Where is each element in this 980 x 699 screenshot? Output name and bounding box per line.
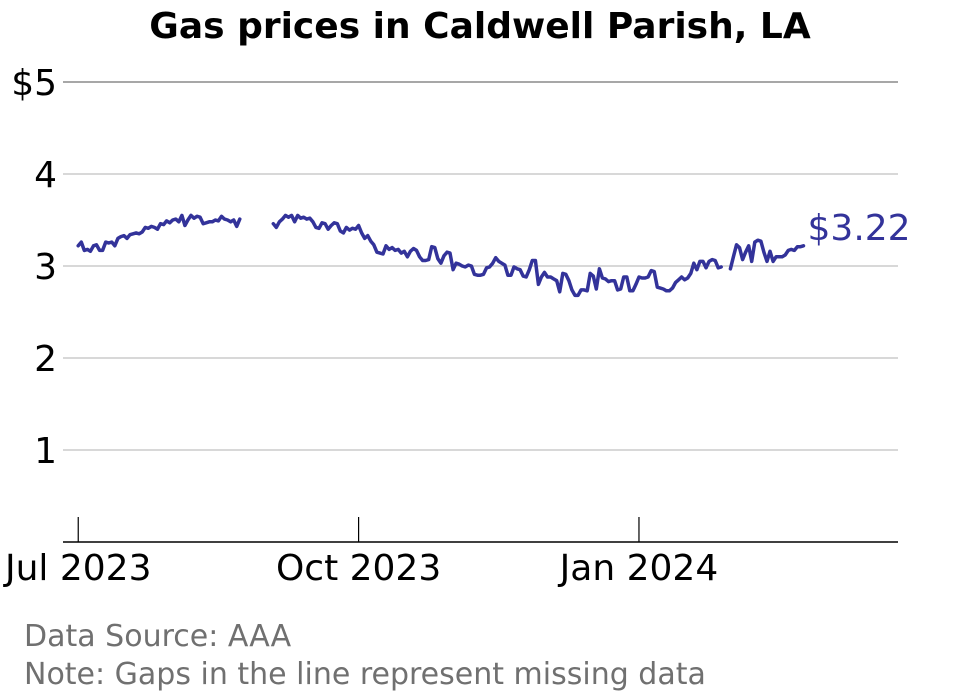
- x-tick-label: Jul 2023: [3, 548, 152, 589]
- y-tick-label: $5: [11, 63, 57, 104]
- x-tick-label: Jan 2024: [558, 548, 719, 589]
- x-tick-label: Oct 2023: [276, 548, 441, 589]
- y-axis-tick-labels: $5 4 3 2 1: [11, 63, 57, 472]
- y-tick-label: 3: [34, 247, 57, 288]
- x-axis: Jul 2023 Oct 2023 Jan 2024: [3, 517, 898, 589]
- series-line-segment: [728, 238, 806, 271]
- y-tick-label: 4: [34, 155, 57, 196]
- gridlines: [63, 81, 898, 451]
- y-tick-label: 1: [34, 431, 57, 472]
- missing-data-note: Note: Gaps in the line represent missing…: [24, 657, 706, 692]
- data-source-note: Data Source: AAA: [24, 619, 292, 654]
- latest-price-label: $3.22: [808, 208, 911, 249]
- series-line-segment: [76, 213, 242, 254]
- chart-title: Gas prices in Caldwell Parish, LA: [149, 6, 811, 47]
- y-tick-label: 2: [34, 339, 57, 380]
- series-line-segment: [271, 213, 723, 298]
- price-series: [76, 213, 806, 298]
